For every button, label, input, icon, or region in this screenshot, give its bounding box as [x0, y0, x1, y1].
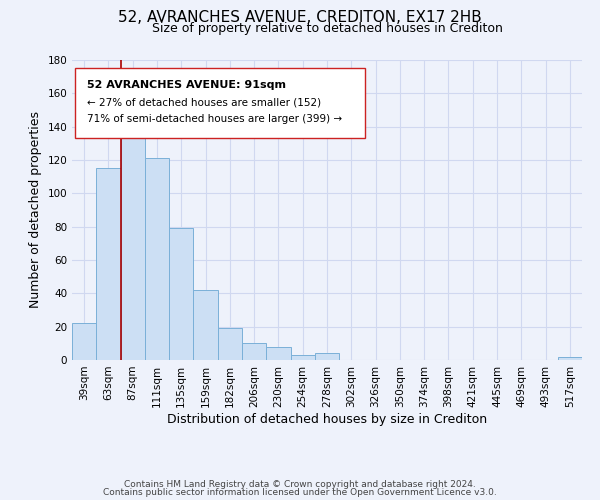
Text: 52 AVRANCHES AVENUE: 91sqm: 52 AVRANCHES AVENUE: 91sqm [88, 80, 286, 90]
Title: Size of property relative to detached houses in Crediton: Size of property relative to detached ho… [152, 22, 502, 35]
Text: ← 27% of detached houses are smaller (152): ← 27% of detached houses are smaller (15… [88, 98, 322, 108]
FancyBboxPatch shape [74, 68, 365, 138]
X-axis label: Distribution of detached houses by size in Crediton: Distribution of detached houses by size … [167, 412, 487, 426]
Bar [145, 158, 169, 360]
Bar [290, 355, 315, 360]
Bar [315, 354, 339, 360]
Bar [193, 290, 218, 360]
Text: 52, AVRANCHES AVENUE, CREDITON, EX17 2HB: 52, AVRANCHES AVENUE, CREDITON, EX17 2HB [118, 10, 482, 25]
Y-axis label: Number of detached properties: Number of detached properties [29, 112, 42, 308]
Bar [266, 346, 290, 360]
Bar [121, 115, 145, 360]
Text: 71% of semi-detached houses are larger (399) →: 71% of semi-detached houses are larger (… [88, 114, 343, 124]
Bar [558, 356, 582, 360]
Text: Contains public sector information licensed under the Open Government Licence v3: Contains public sector information licen… [103, 488, 497, 497]
Bar [242, 344, 266, 360]
Bar [96, 168, 121, 360]
Bar [218, 328, 242, 360]
Text: Contains HM Land Registry data © Crown copyright and database right 2024.: Contains HM Land Registry data © Crown c… [124, 480, 476, 489]
Bar [169, 228, 193, 360]
Bar [72, 324, 96, 360]
